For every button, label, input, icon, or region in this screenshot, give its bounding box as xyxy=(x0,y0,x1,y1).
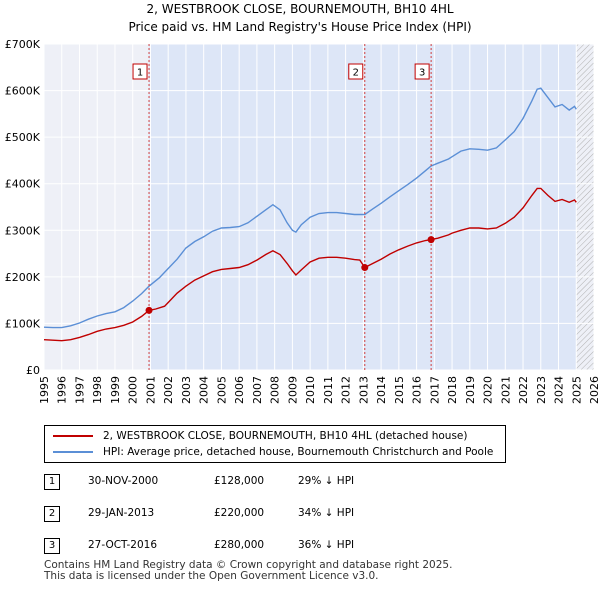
x-tick-label: 2006 xyxy=(233,376,246,404)
x-tick-label: 2022 xyxy=(517,376,530,404)
sale-hpi-1: 29% ↓ HPI xyxy=(298,475,355,487)
sale-hpi-2: 34% ↓ HPI xyxy=(298,507,355,519)
x-tick-label: 2014 xyxy=(375,376,388,404)
chart-title-line1: 2, WESTBROOK CLOSE, BOURNEMOUTH, BH10 4H… xyxy=(146,2,453,16)
legend-row-hpi: HPI: Average price, detached house, Bour… xyxy=(53,444,493,460)
sale-point-3 xyxy=(427,236,435,244)
x-tick-label: 2012 xyxy=(340,376,353,404)
x-tick-label: 2018 xyxy=(446,376,459,404)
sale-hpi-3: 36% ↓ HPI xyxy=(298,539,355,551)
sale-row-1: 1 30-NOV-2000 £128,000 29% ↓ HPI xyxy=(44,474,464,490)
hatched-region xyxy=(576,44,594,370)
legend-label-property: 2, WESTBROOK CLOSE, BOURNEMOUTH, BH10 4H… xyxy=(103,430,468,442)
sale-marker-label-2: 2 xyxy=(353,68,359,79)
shaded-region xyxy=(149,44,577,370)
sale-marker-label-1: 1 xyxy=(137,68,143,79)
x-tick-label: 2011 xyxy=(322,376,335,404)
sale-marker-box-3 xyxy=(414,63,430,80)
x-tick-label: 2008 xyxy=(269,376,282,404)
x-tick-label: 2010 xyxy=(304,376,317,404)
sale-price-1: £128,000 xyxy=(214,475,265,487)
legend-label-hpi: HPI: Average price, detached house, Bour… xyxy=(103,446,494,458)
y-tick-label: £0 xyxy=(26,364,40,377)
footer-license: Contains HM Land Registry data © Crown c… xyxy=(44,560,452,582)
series-line-hpi xyxy=(43,87,577,329)
x-tick-label: 2026 xyxy=(588,376,600,404)
y-tick-label: £200K xyxy=(5,271,41,284)
x-tick-label: 2015 xyxy=(393,376,406,404)
x-tick-label: 1999 xyxy=(109,376,122,404)
x-tick-label: 2025 xyxy=(570,376,583,404)
price-chart: 2, WESTBROOK CLOSE, BOURNEMOUTH, BH10 4H… xyxy=(5,2,600,404)
x-tick-label: 1998 xyxy=(91,376,104,404)
y-tick-label: £600K xyxy=(5,85,41,98)
legend: 2, WESTBROOK CLOSE, BOURNEMOUTH, BH10 4H… xyxy=(44,425,506,463)
sale-row-3: 3 27-OCT-2016 £280,000 36% ↓ HPI xyxy=(44,538,464,554)
series-line-property xyxy=(43,187,577,342)
sale-badge-2: 2 xyxy=(44,506,60,522)
sale-price-3: £280,000 xyxy=(214,539,265,551)
y-tick-label: £400K xyxy=(5,178,41,191)
sale-date-3: 27-OCT-2016 xyxy=(88,539,157,551)
x-tick-label: 2019 xyxy=(464,376,477,404)
x-tick-label: 2016 xyxy=(411,376,424,404)
x-tick-label: 2021 xyxy=(499,376,512,404)
footer-line-2: This data is licensed under the Open Gov… xyxy=(44,570,379,582)
chart-title-line2: Price paid vs. HM Land Registry's House … xyxy=(128,20,471,34)
x-tick-label: 2005 xyxy=(215,376,228,404)
y-tick-label: £300K xyxy=(5,224,41,237)
x-tick-label: 1996 xyxy=(56,376,69,404)
footer-line-1: Contains HM Land Registry data © Crown c… xyxy=(44,559,453,571)
x-tick-label: 2003 xyxy=(180,376,193,404)
x-tick-label: 2000 xyxy=(127,376,140,404)
x-tick-label: 2001 xyxy=(144,376,157,404)
x-tick-label: 1997 xyxy=(73,376,86,404)
x-tick-label: 2020 xyxy=(482,376,495,404)
x-tick-label: 2023 xyxy=(535,376,548,404)
sale-point-2 xyxy=(361,264,369,272)
x-tick-label: 2002 xyxy=(162,376,175,404)
sale-marker-box-1 xyxy=(132,63,148,80)
sale-row-2: 2 29-JAN-2013 £220,000 34% ↓ HPI xyxy=(44,506,464,522)
sale-marker-box-2 xyxy=(348,63,364,80)
legend-line-red xyxy=(53,435,93,437)
x-tick-label: 2024 xyxy=(553,376,566,404)
sale-point-1 xyxy=(145,306,153,314)
x-tick-label: 2017 xyxy=(428,376,441,404)
y-tick-label: £500K xyxy=(5,131,41,144)
sale-price-2: £220,000 xyxy=(214,507,265,519)
sale-badge-1: 1 xyxy=(44,474,60,490)
x-tick-label: 2007 xyxy=(251,376,264,404)
x-tick-label: 1995 xyxy=(38,376,51,404)
sale-badge-3: 3 xyxy=(44,538,60,554)
x-tick-label: 2009 xyxy=(286,376,299,404)
sale-marker-label-3: 3 xyxy=(419,68,425,79)
legend-line-blue xyxy=(53,451,93,453)
y-tick-label: £700K xyxy=(5,38,41,51)
legend-row-property: 2, WESTBROOK CLOSE, BOURNEMOUTH, BH10 4H… xyxy=(53,428,467,444)
sale-date-1: 30-NOV-2000 xyxy=(88,475,159,487)
y-tick-label: £100K xyxy=(5,317,41,330)
x-tick-label: 2004 xyxy=(198,376,211,404)
sale-date-2: 29-JAN-2013 xyxy=(88,507,155,519)
x-tick-label: 2013 xyxy=(357,376,370,404)
